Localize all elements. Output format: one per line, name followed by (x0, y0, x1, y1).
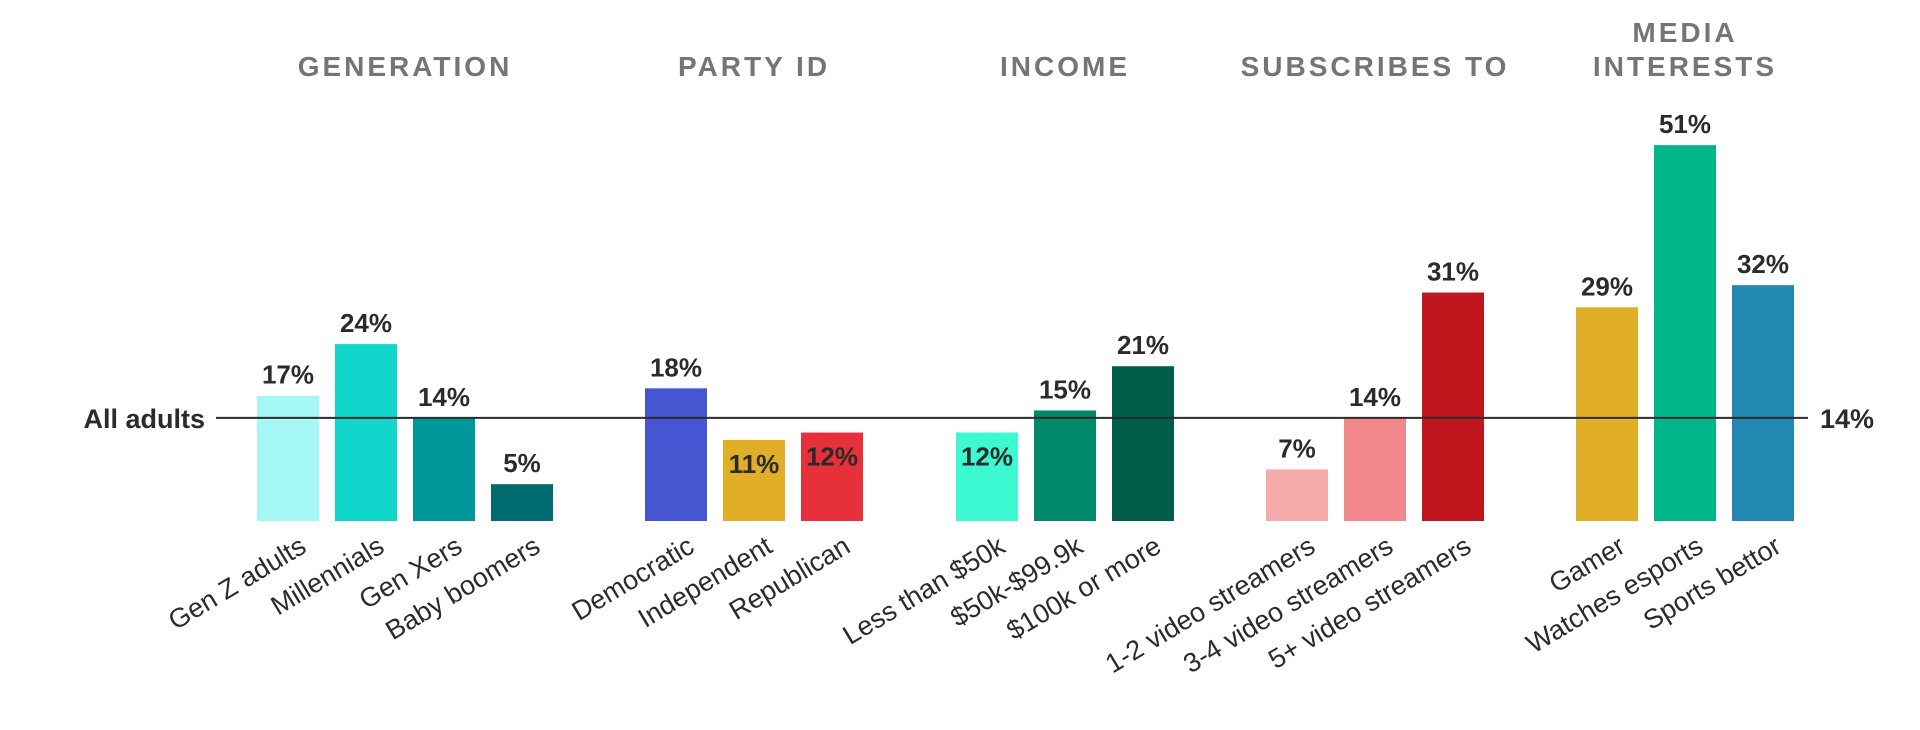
value-label-watches-esports: 51% (1659, 109, 1711, 139)
group-title-media-interests-line-1: MEDIA (1632, 17, 1737, 48)
bar-100k-or-more (1112, 366, 1174, 521)
value-label-baby-boomers: 5% (503, 448, 541, 478)
value-label-millennials: 24% (340, 308, 392, 338)
group-title-subscribes-to: SUBSCRIBES TO (1241, 51, 1510, 82)
value-label-gen-z-adults: 17% (262, 360, 314, 390)
bar-3-4-video-streamers (1344, 417, 1406, 521)
bar-watches-esports (1654, 145, 1716, 521)
bar-1-2-video-streamers (1266, 469, 1328, 521)
reference-label: All adults (83, 404, 205, 434)
bar-less-than-50k (956, 432, 1018, 521)
value-label-republican: 12% (806, 442, 858, 472)
bar-gamer (1576, 307, 1638, 521)
bar-republican (801, 432, 863, 521)
value-label-sports-bettor: 32% (1737, 249, 1789, 279)
bar-5-video-streamers (1422, 292, 1484, 521)
value-label-5-video-streamers: 31% (1427, 257, 1479, 287)
value-label-100k-or-more: 21% (1117, 330, 1169, 360)
value-label-50k-99-9k: 15% (1039, 374, 1091, 404)
bar-millennials (335, 344, 397, 521)
value-label-1-2-video-streamers: 7% (1278, 433, 1316, 463)
bar-independent (723, 439, 785, 521)
value-label-gamer: 29% (1581, 271, 1633, 301)
bar-gen-z-adults (257, 395, 319, 521)
group-title-generation: GENERATION (298, 51, 513, 82)
bars-layer (257, 145, 1794, 521)
reference-value-label: 14% (1820, 404, 1874, 434)
bar-baby-boomers (491, 484, 553, 521)
bar-gen-xers (413, 417, 475, 521)
bar-democratic (645, 388, 707, 521)
bar-50k-99-9k (1034, 410, 1096, 521)
group-title-income: INCOME (1000, 51, 1130, 82)
value-label-3-4-video-streamers: 14% (1349, 382, 1401, 412)
value-label-gen-xers: 14% (418, 382, 470, 412)
value-label-independent: 11% (729, 449, 780, 479)
value-label-less-than-50k: 12% (961, 442, 1013, 472)
group-title-party-id: PARTY ID (678, 51, 830, 82)
group-title-media-interests-line-2: INTERESTS (1593, 51, 1777, 82)
value-label-democratic: 18% (650, 352, 702, 382)
bar-sports-bettor (1732, 285, 1794, 521)
